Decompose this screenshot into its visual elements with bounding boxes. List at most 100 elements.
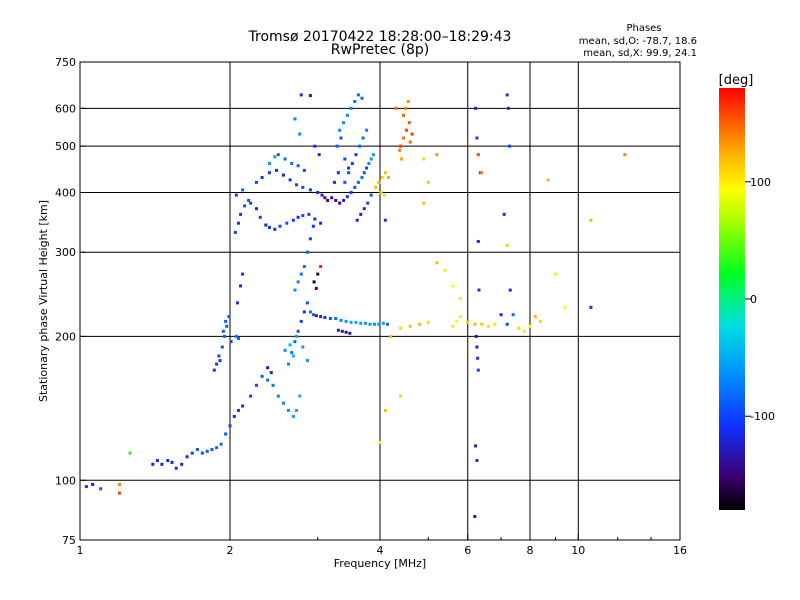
data-point [273, 227, 277, 231]
data-point [283, 157, 287, 161]
data-point [117, 482, 121, 486]
data-point [476, 239, 480, 243]
phase-stats-title: Phases [626, 23, 661, 34]
data-point [316, 190, 320, 194]
data-point [233, 230, 237, 234]
y-axis-label: Stationary phase Virtual Height [km] [37, 200, 50, 402]
data-points [84, 93, 627, 518]
data-point [254, 180, 258, 184]
data-point [344, 319, 348, 323]
data-point [348, 331, 352, 335]
data-point [505, 93, 509, 97]
data-point [589, 305, 593, 309]
data-point [283, 348, 287, 352]
data-point [563, 305, 567, 309]
data-point [298, 394, 302, 398]
data-point [475, 345, 479, 349]
data-point [99, 487, 103, 491]
data-point [286, 362, 290, 366]
data-point [298, 132, 302, 136]
data-point [228, 424, 232, 428]
data-point [247, 198, 251, 202]
data-point [349, 320, 353, 324]
data-point [477, 288, 481, 292]
data-point [236, 221, 240, 225]
data-point [381, 321, 385, 325]
data-point [399, 144, 403, 148]
data-point [190, 451, 194, 455]
data-point [458, 297, 462, 301]
data-point [379, 190, 383, 194]
data-point [523, 329, 527, 333]
y-tick-label: 300 [55, 246, 76, 259]
data-point [365, 166, 369, 170]
data-point [474, 444, 478, 448]
data-point [377, 180, 381, 184]
data-point [278, 224, 282, 228]
data-point [339, 318, 343, 322]
data-point [308, 188, 312, 192]
data-point [476, 153, 480, 157]
colorbar-tick-label: -100 [750, 410, 775, 423]
data-point [243, 204, 247, 208]
data-point [374, 185, 378, 189]
data-point [361, 136, 365, 140]
data-point [356, 93, 360, 97]
data-point [219, 442, 223, 446]
data-point [369, 157, 373, 161]
chart-title: Tromsø 20170422 18:28:00–18:29:43 [248, 29, 512, 45]
data-point [356, 180, 360, 184]
data-point [458, 315, 462, 319]
data-point [301, 214, 305, 218]
data-point [91, 482, 95, 486]
data-point [166, 458, 170, 462]
data-point [200, 451, 204, 455]
data-point [305, 301, 309, 305]
data-point [362, 171, 366, 175]
y-tick-label: 750 [55, 56, 76, 69]
x-tick-label: 6 [464, 544, 471, 557]
data-point [338, 201, 342, 205]
data-point [320, 193, 324, 197]
data-point [314, 286, 318, 290]
data-point [290, 351, 294, 355]
data-point [319, 315, 323, 319]
data-point [170, 460, 174, 464]
data-point [330, 196, 334, 200]
data-point [383, 408, 387, 412]
data-point [342, 121, 346, 125]
data-point [128, 451, 132, 455]
data-point [234, 334, 238, 338]
data-point [350, 161, 354, 165]
data-point [385, 322, 389, 326]
data-point [403, 106, 407, 110]
y-tick-label: 200 [55, 330, 76, 343]
data-point [353, 185, 357, 189]
data-point [382, 193, 386, 197]
data-point [267, 171, 271, 175]
data-point [474, 106, 478, 110]
data-point [359, 321, 363, 325]
data-point [508, 144, 512, 148]
data-point [323, 196, 327, 200]
data-point [234, 193, 238, 197]
data-point [319, 265, 323, 269]
data-point [499, 313, 503, 317]
data-point [360, 175, 364, 179]
x-tick-label: 4 [377, 544, 384, 557]
data-point [254, 207, 258, 211]
data-point [355, 218, 359, 222]
data-point [345, 113, 349, 117]
data-point [360, 96, 364, 100]
data-point [366, 201, 370, 205]
data-point [273, 155, 277, 159]
data-point [291, 414, 295, 418]
data-point [311, 224, 315, 228]
data-point [407, 121, 411, 125]
data-point [299, 93, 303, 97]
data-point [402, 136, 406, 140]
data-point [271, 383, 275, 387]
data-point [221, 329, 225, 333]
data-point [229, 340, 233, 344]
data-point [232, 414, 236, 418]
